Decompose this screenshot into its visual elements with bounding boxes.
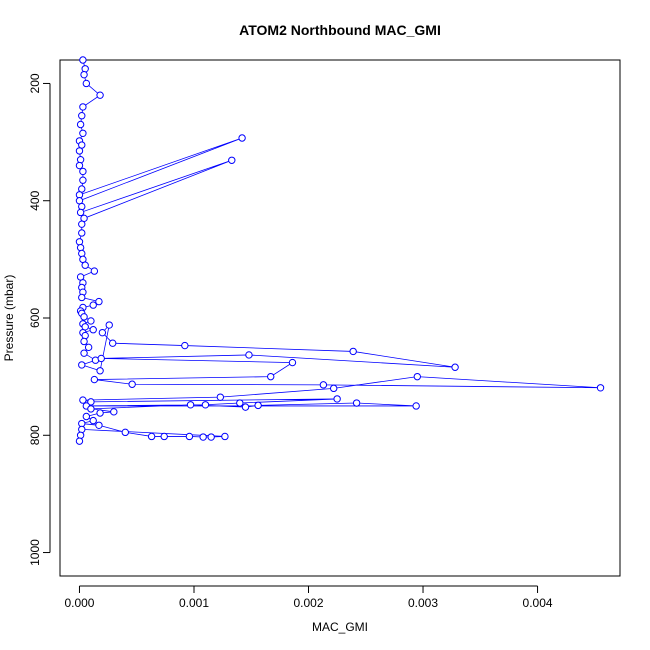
data-point xyxy=(82,412,91,421)
data-point xyxy=(87,405,95,413)
data-point xyxy=(238,134,246,142)
y-tick-label: 200 xyxy=(28,73,42,93)
data-point xyxy=(79,396,87,404)
x-axis: 0.000 0.001 0.002 0.003 0.004 xyxy=(64,585,553,610)
data-point xyxy=(78,293,86,302)
data-point xyxy=(221,432,229,441)
data-point xyxy=(78,220,86,228)
data-point xyxy=(121,428,129,437)
data-point xyxy=(87,317,95,325)
x-tick-label: 0.002 xyxy=(293,596,323,610)
data-point xyxy=(254,401,262,410)
series-line xyxy=(78,59,601,442)
data-point xyxy=(75,147,84,155)
y-tick-label: 600 xyxy=(28,308,42,328)
data-point xyxy=(451,363,459,371)
data-point xyxy=(89,326,97,334)
data-point xyxy=(79,176,87,184)
data-point xyxy=(330,384,338,393)
data-point xyxy=(236,399,244,407)
data-point xyxy=(95,421,103,429)
data-point xyxy=(79,56,87,64)
data-point xyxy=(96,367,104,375)
data-point xyxy=(349,347,357,356)
data-point xyxy=(87,398,95,406)
data-point xyxy=(76,243,85,252)
chart-title: ATOM2 Northbound MAC_GMI xyxy=(239,22,441,38)
data-point xyxy=(216,393,225,401)
data-point xyxy=(78,425,86,434)
data-point xyxy=(80,313,88,321)
x-tick-label: 0.000 xyxy=(64,596,94,610)
data-point xyxy=(76,120,85,129)
data-point xyxy=(201,401,210,409)
data-point xyxy=(228,156,236,164)
data-point xyxy=(413,372,421,381)
data-point xyxy=(181,341,189,350)
data-point xyxy=(128,380,136,388)
data-point xyxy=(96,409,104,417)
data-point xyxy=(352,399,361,407)
y-tick-label: 1000 xyxy=(28,539,42,566)
data-point xyxy=(75,238,84,246)
data-point xyxy=(76,431,85,439)
data-point xyxy=(207,433,215,441)
data-point xyxy=(89,416,97,425)
x-axis-label: MAC_GMI xyxy=(312,620,368,634)
data-point xyxy=(78,361,86,369)
data-point xyxy=(412,402,420,410)
data-point xyxy=(79,129,87,138)
x-tick-label: 0.004 xyxy=(523,596,553,610)
data-point xyxy=(147,432,156,441)
data-point xyxy=(81,261,89,269)
data-point xyxy=(82,79,91,88)
data-point xyxy=(90,267,99,275)
data-point xyxy=(185,432,194,441)
data-point xyxy=(98,328,107,337)
data-point xyxy=(79,103,87,111)
data-point xyxy=(108,339,117,347)
data-point xyxy=(78,249,86,258)
data-point xyxy=(84,343,93,352)
data-point xyxy=(241,403,250,411)
data-point xyxy=(245,351,253,359)
data-point xyxy=(160,432,168,441)
data-point xyxy=(76,208,85,217)
data-point xyxy=(78,202,86,211)
y-tick-label: 800 xyxy=(28,425,42,445)
data-point xyxy=(288,358,297,367)
data-series xyxy=(75,56,605,445)
data-point xyxy=(80,337,88,346)
data-point xyxy=(105,321,113,329)
data-point xyxy=(75,437,84,445)
data-point xyxy=(90,375,99,384)
data-point xyxy=(81,331,89,340)
data-point xyxy=(78,112,86,120)
data-point xyxy=(80,70,88,79)
data-point xyxy=(80,349,88,357)
y-axis: 200 400 600 800 1000 xyxy=(28,73,51,566)
data-point xyxy=(333,395,341,403)
data-point xyxy=(81,65,89,73)
data-point xyxy=(319,381,328,389)
y-axis-label: Pressure (mbar) xyxy=(2,275,16,362)
data-point xyxy=(96,91,104,99)
y-tick-label: 400 xyxy=(28,190,42,210)
plot-frame xyxy=(59,59,621,577)
data-point xyxy=(95,297,103,306)
data-point xyxy=(75,161,84,170)
data-point xyxy=(267,372,275,381)
data-point xyxy=(186,401,195,409)
data-point xyxy=(76,155,85,164)
x-tick-label: 0.001 xyxy=(179,596,209,610)
data-point xyxy=(110,408,118,416)
data-point xyxy=(79,167,87,176)
data-point xyxy=(199,433,207,441)
data-point xyxy=(78,229,86,237)
data-point xyxy=(596,384,605,392)
x-tick-label: 0.003 xyxy=(408,596,438,610)
data-point xyxy=(97,354,105,363)
data-point xyxy=(89,301,97,309)
